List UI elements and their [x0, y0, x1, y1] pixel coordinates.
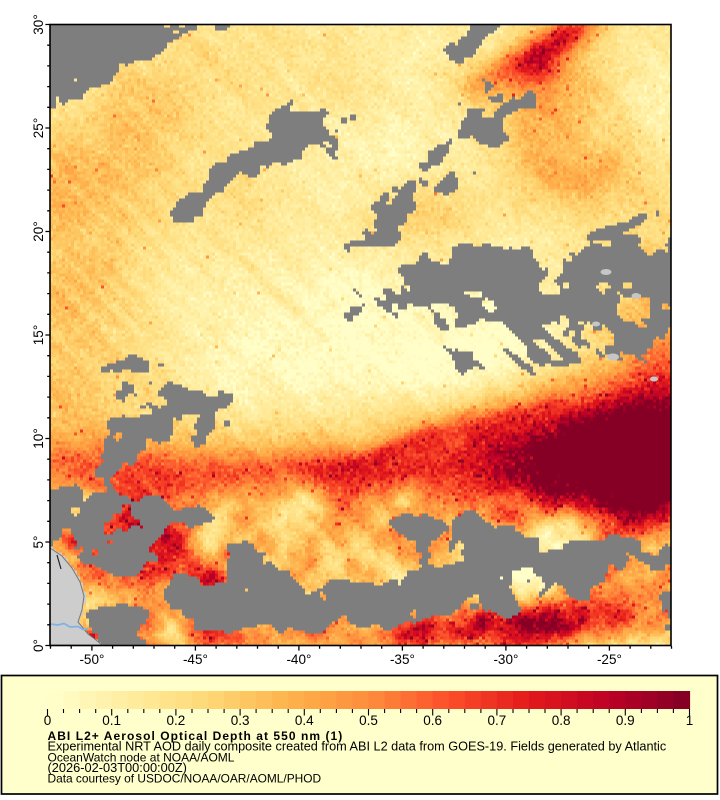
svg-text:OceanWatch node at NOAA/AOML: OceanWatch node at NOAA/AOML	[48, 750, 235, 764]
svg-text:0°: 0°	[31, 639, 46, 652]
svg-text:ABI L2+ Aerosol Optical Depth: ABI L2+ Aerosol Optical Depth at 550 nm …	[48, 729, 344, 743]
svg-text:Data courtesy of USDOC/NOAA/OA: Data courtesy of USDOC/NOAA/OAR/AOML/PHO…	[48, 772, 322, 786]
svg-text:-25°: -25°	[597, 652, 622, 667]
svg-text:0.7: 0.7	[488, 713, 507, 728]
svg-text:20°: 20°	[31, 221, 46, 241]
svg-text:10°: 10°	[31, 428, 46, 448]
svg-text:0.3: 0.3	[231, 713, 250, 728]
svg-text:0.9: 0.9	[616, 713, 635, 728]
svg-text:30°: 30°	[31, 14, 46, 34]
svg-text:Experimental NRT AOD daily com: Experimental NRT AOD daily composite cre…	[48, 740, 667, 754]
svg-text:(2026-02-03T00:00:00Z): (2026-02-03T00:00:00Z)	[48, 760, 187, 775]
svg-text:0.6: 0.6	[423, 713, 442, 728]
svg-text:0.5: 0.5	[359, 713, 378, 728]
svg-text:1: 1	[686, 713, 694, 728]
svg-text:-45°: -45°	[183, 652, 208, 667]
svg-text:-40°: -40°	[286, 652, 311, 667]
svg-text:0.8: 0.8	[552, 713, 571, 728]
svg-text:-30°: -30°	[493, 652, 518, 667]
svg-text:5°: 5°	[31, 536, 46, 549]
svg-text:0.4: 0.4	[295, 713, 314, 728]
svg-text:0.1: 0.1	[102, 713, 121, 728]
svg-text:25°: 25°	[31, 118, 46, 138]
svg-text:0.2: 0.2	[167, 713, 186, 728]
svg-text:0: 0	[44, 713, 52, 728]
svg-text:-50°: -50°	[79, 652, 104, 667]
svg-text:15°: 15°	[31, 325, 46, 345]
svg-text:-35°: -35°	[390, 652, 415, 667]
